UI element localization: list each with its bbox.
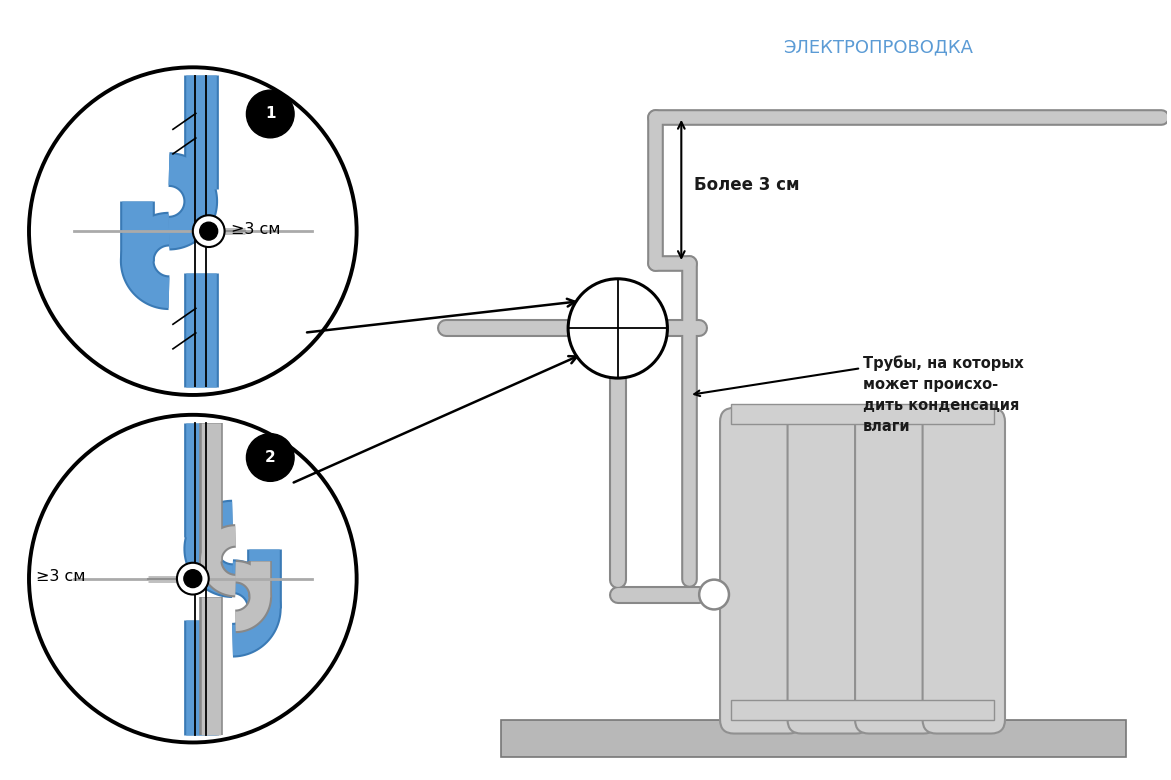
- FancyBboxPatch shape: [788, 408, 870, 733]
- Text: 1: 1: [265, 107, 275, 122]
- Text: Трубы, на которых
может происхо-
дить конденсация
влаги: Трубы, на которых может происхо- дить ко…: [863, 355, 1023, 434]
- Circle shape: [193, 215, 225, 247]
- Bar: [501, 720, 1127, 757]
- FancyBboxPatch shape: [720, 408, 802, 733]
- Text: ЭЛЕКТРОПРОВОДКА: ЭЛЕКТРОПРОВОДКА: [783, 38, 973, 56]
- Bar: [731, 700, 994, 720]
- Text: 2: 2: [265, 450, 275, 465]
- Circle shape: [177, 562, 208, 594]
- Text: ≥3 см: ≥3 см: [36, 569, 85, 584]
- Circle shape: [568, 278, 667, 378]
- FancyBboxPatch shape: [855, 408, 938, 733]
- Bar: [731, 404, 994, 424]
- Circle shape: [246, 90, 294, 138]
- Circle shape: [246, 434, 294, 481]
- Circle shape: [184, 569, 201, 587]
- Text: Более 3 см: Более 3 см: [694, 176, 800, 194]
- Text: ≥3 см: ≥3 см: [231, 222, 280, 236]
- FancyBboxPatch shape: [923, 408, 1005, 733]
- Circle shape: [699, 580, 730, 609]
- Circle shape: [200, 222, 218, 240]
